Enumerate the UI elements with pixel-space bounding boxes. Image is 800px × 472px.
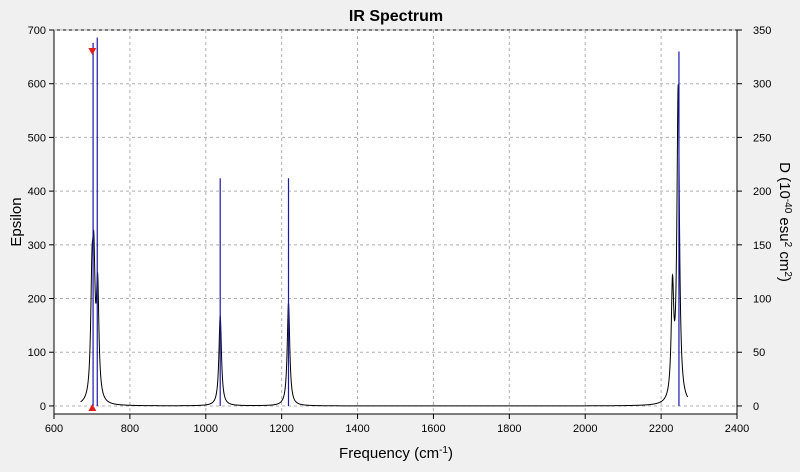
y-axis-left-title: Epsilon	[8, 197, 25, 246]
x-axis-title-sup: -1	[439, 445, 448, 456]
spectrum-line	[80, 84, 689, 407]
y-left-tick-label: 700	[28, 25, 46, 37]
y-left-tick-label: 0	[40, 401, 46, 413]
x-tick-label: 800	[121, 423, 139, 435]
y-left-tick-label: 100	[28, 347, 46, 359]
x-tick-label: 1800	[497, 423, 521, 435]
chart-title: IR Spectrum	[349, 8, 443, 25]
y-axis-right-title: D (10-40 esu2 cm2)	[776, 162, 794, 282]
axes: 600 800 1000 1200 1400 1600 1800 2000 2200 240001…	[28, 25, 772, 435]
x-tick-label: 1000	[194, 423, 218, 435]
x-tick-label: 1200	[269, 423, 293, 435]
y-right-tick-label: 50	[753, 347, 765, 359]
x-tick-label: 1600	[421, 423, 445, 435]
x-tick-label: 2000	[573, 423, 597, 435]
marker-bottom-triangle[interactable]	[88, 404, 97, 411]
x-tick-label: 600	[45, 423, 63, 435]
stick-series	[92, 37, 680, 406]
y-right-tick-label: 350	[753, 25, 771, 37]
x-tick-label: 2400	[725, 423, 749, 435]
y-axis-right-title-b: esu	[776, 213, 793, 241]
y-axis-right-title-a: D (10	[776, 162, 793, 199]
y-left-tick-label: 500	[28, 132, 46, 144]
grid	[54, 29, 737, 414]
y-right-tick-label: 200	[753, 186, 771, 198]
y-axis-right-title-c: cm	[776, 247, 793, 271]
y-axis-right-title-tail: )	[776, 277, 793, 282]
y-right-tick-label: 100	[753, 294, 771, 306]
frequency-marker[interactable]	[88, 48, 97, 411]
y-left-tick-label: 200	[28, 294, 46, 306]
y-right-tick-label: 300	[753, 79, 771, 91]
x-axis-title-main: Frequency (cm	[339, 445, 439, 462]
x-axis-title-tail: )	[448, 445, 453, 462]
y-right-tick-label: 250	[753, 132, 771, 144]
y-left-tick-label: 300	[28, 240, 46, 252]
plot-area[interactable]	[53, 29, 738, 415]
x-tick-label: 2200	[649, 423, 673, 435]
y-right-tick-label: 0	[753, 401, 759, 413]
x-tick-label: 1400	[345, 423, 369, 435]
y-left-tick-label: 600	[28, 79, 46, 91]
y-axis-right-title-sup2: 2	[783, 242, 794, 248]
y-right-tick-label: 150	[753, 240, 771, 252]
spectrum-series	[80, 84, 689, 407]
marker-top-triangle[interactable]	[88, 48, 97, 55]
y-axis-right-title-sup3: 2	[783, 271, 794, 277]
y-left-tick-label: 400	[28, 186, 46, 198]
y-axis-right-title-sup1: -40	[783, 199, 794, 214]
x-axis-title: Frequency (cm-1)	[339, 445, 453, 463]
